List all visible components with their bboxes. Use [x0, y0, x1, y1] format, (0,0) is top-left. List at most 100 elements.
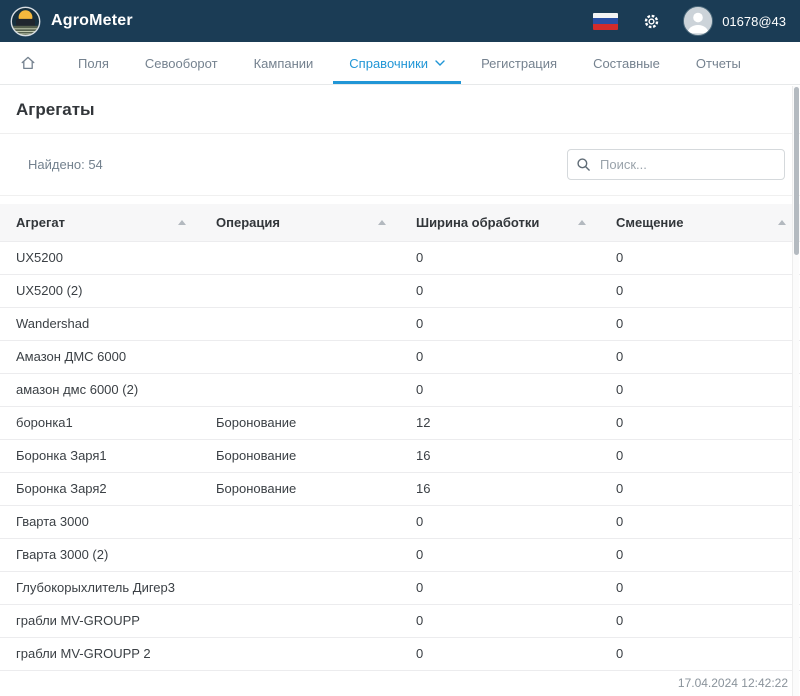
page-title: Агрегаты [16, 100, 95, 119]
aggregate-cell: Боронка Заря1 [0, 439, 200, 473]
width-cell: 0 [400, 307, 600, 341]
width-cell: 12 [400, 406, 600, 440]
toolbar: Найдено: 54 [0, 134, 800, 196]
table-row[interactable]: UX5200 0 0 [0, 241, 800, 275]
column-label: Смещение [616, 214, 684, 230]
table-header-row: Агрегат Операция Ширина обработки Смещен… [0, 204, 800, 242]
offset-cell: 0 [600, 406, 800, 440]
vertical-scrollbar-thumb[interactable] [794, 87, 799, 255]
aggregate-cell: Боронка Заря2 [0, 472, 200, 506]
operation-cell [200, 505, 400, 539]
search-box [567, 149, 785, 180]
operation-cell [200, 538, 400, 572]
search-input[interactable] [567, 149, 785, 180]
offset-cell: 0 [600, 373, 800, 407]
nav-item-fields[interactable]: Поля [60, 42, 127, 84]
width-cell: 0 [400, 373, 600, 407]
table-row[interactable]: боронка1 Боронование 12 0 [0, 406, 800, 440]
nav-item-crop-rotation[interactable]: Севооборот [127, 42, 236, 84]
username-label: 01678@43 [722, 13, 786, 29]
table-row[interactable]: Wandershad 0 0 [0, 307, 800, 341]
operation-cell: Боронование [200, 472, 400, 506]
column-header-offset[interactable]: Смещение [600, 204, 800, 242]
found-count-label: Найдено: 54 [28, 157, 103, 172]
nav-item-registration[interactable]: Регистрация [463, 42, 575, 84]
offset-cell: 0 [600, 439, 800, 473]
aggregate-cell: Гварта 3000 (2) [0, 538, 200, 572]
aggregate-cell: амазон дмс 6000 (2) [0, 373, 200, 407]
table-row[interactable]: Боронка Заря1 Боронование 16 0 [0, 439, 800, 473]
nav-item-label: Регистрация [481, 55, 558, 71]
nav-item-label: Справочники [349, 55, 429, 71]
settings-gear-icon[interactable] [642, 12, 661, 31]
column-header-aggregate[interactable]: Агрегат [0, 204, 200, 242]
column-header-operation[interactable]: Операция [200, 204, 400, 242]
operation-cell: Боронование [200, 439, 400, 473]
operation-cell [200, 373, 400, 407]
table-row[interactable]: амазон дмс 6000 (2) 0 0 [0, 373, 800, 407]
table-row[interactable]: Гварта 3000 0 0 [0, 505, 800, 539]
operation-cell [200, 274, 400, 308]
column-header-working-width[interactable]: Ширина обработки [400, 204, 600, 242]
width-cell: 0 [400, 637, 600, 671]
user-avatar[interactable] [683, 6, 714, 36]
table-row[interactable]: Боронка Заря2 Боронование 16 0 [0, 472, 800, 506]
aggregate-cell: Глубокорыхлитель Дигер3 [0, 571, 200, 605]
vertical-scrollbar-track[interactable] [792, 86, 799, 696]
main-nav: Поля Севооборот Кампании Справочники Рег… [0, 42, 800, 85]
operation-cell [200, 571, 400, 605]
offset-cell: 0 [600, 274, 800, 308]
width-cell: 0 [400, 604, 600, 638]
aggregate-cell: UX5200 [0, 241, 200, 275]
width-cell: 0 [400, 505, 600, 539]
agrometer-logo-icon [10, 6, 41, 37]
aggregate-cell: Амазон ДМС 6000 [0, 340, 200, 374]
chevron-down-icon [435, 60, 445, 66]
column-label: Агрегат [16, 214, 65, 230]
sort-asc-icon [178, 219, 186, 225]
operation-cell [200, 307, 400, 341]
sort-asc-icon [578, 219, 586, 225]
offset-cell: 0 [600, 472, 800, 506]
title-section: Агрегаты [0, 85, 800, 134]
column-label: Операция [216, 214, 280, 230]
nav-item-label: Составные [593, 55, 660, 71]
offset-cell: 0 [600, 538, 800, 572]
sort-asc-icon [378, 219, 386, 225]
operation-cell [200, 340, 400, 374]
table-row[interactable]: UX5200 (2) 0 0 [0, 274, 800, 308]
app-title: AgroMeter [51, 12, 133, 29]
offset-cell: 0 [600, 340, 800, 374]
column-label: Ширина обработки [416, 214, 540, 230]
nav-item-reports[interactable]: Отчеты [678, 42, 759, 84]
width-cell: 0 [400, 538, 600, 572]
table-row[interactable]: грабли MV-GROUPP 0 0 [0, 604, 800, 638]
width-cell: 0 [400, 241, 600, 275]
width-cell: 0 [400, 571, 600, 605]
table-row[interactable]: Глубокорыхлитель Дигер3 0 0 [0, 571, 800, 605]
timestamp-label: 17.04.2024 12:42:22 [677, 676, 788, 690]
operation-cell [200, 637, 400, 671]
width-cell: 0 [400, 274, 600, 308]
aggregates-table: Агрегат Операция Ширина обработки Смещен… [0, 204, 800, 671]
table-row[interactable]: Гварта 3000 (2) 0 0 [0, 538, 800, 572]
nav-item-campaigns[interactable]: Кампании [236, 42, 332, 84]
nav-item-composites[interactable]: Составные [575, 42, 678, 84]
width-cell: 0 [400, 340, 600, 374]
width-cell: 16 [400, 472, 600, 506]
aggregate-cell: Wandershad [0, 307, 200, 341]
table-row[interactable]: Амазон ДМС 6000 0 0 [0, 340, 800, 374]
nav-item-label: Отчеты [695, 55, 741, 71]
offset-cell: 0 [600, 307, 800, 341]
nav-item-label: Кампании [253, 55, 314, 71]
home-icon[interactable] [20, 42, 36, 84]
offset-cell: 0 [600, 505, 800, 539]
nav-item-label: Поля [78, 55, 109, 71]
nav-item-directories[interactable]: Справочники [331, 42, 463, 84]
nav-item-label: Севооборот [144, 55, 218, 71]
aggregate-cell: грабли MV-GROUPP 2 [0, 637, 200, 671]
aggregate-cell: боронка1 [0, 406, 200, 440]
language-flag-icon[interactable] [593, 12, 619, 30]
operation-cell [200, 241, 400, 275]
